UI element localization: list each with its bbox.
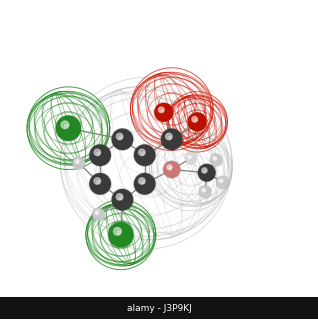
- Circle shape: [211, 154, 222, 166]
- Circle shape: [108, 222, 134, 248]
- Circle shape: [97, 212, 98, 214]
- Circle shape: [109, 223, 133, 247]
- Circle shape: [116, 133, 123, 140]
- Circle shape: [167, 165, 172, 170]
- Circle shape: [94, 149, 100, 156]
- Circle shape: [135, 145, 155, 165]
- Circle shape: [95, 211, 99, 214]
- Circle shape: [202, 168, 207, 173]
- Circle shape: [134, 173, 156, 195]
- Circle shape: [169, 167, 171, 169]
- Circle shape: [188, 112, 207, 132]
- Circle shape: [64, 124, 68, 128]
- Circle shape: [112, 129, 133, 149]
- Circle shape: [161, 109, 163, 112]
- Circle shape: [192, 116, 197, 122]
- Circle shape: [75, 160, 79, 164]
- Circle shape: [214, 158, 216, 160]
- Circle shape: [162, 129, 182, 149]
- Circle shape: [217, 176, 229, 188]
- Circle shape: [112, 189, 133, 210]
- Circle shape: [119, 196, 122, 199]
- Circle shape: [221, 180, 222, 182]
- Circle shape: [90, 145, 110, 165]
- Circle shape: [141, 180, 144, 183]
- Circle shape: [55, 115, 81, 141]
- Circle shape: [194, 119, 197, 121]
- Circle shape: [166, 133, 172, 140]
- Circle shape: [139, 149, 145, 156]
- Circle shape: [134, 144, 156, 166]
- Circle shape: [114, 228, 121, 235]
- Circle shape: [93, 208, 104, 220]
- Circle shape: [185, 153, 196, 164]
- Circle shape: [199, 186, 211, 198]
- Circle shape: [217, 177, 228, 188]
- Circle shape: [111, 189, 134, 211]
- Circle shape: [97, 180, 100, 183]
- Circle shape: [89, 173, 111, 195]
- Circle shape: [155, 103, 173, 121]
- Circle shape: [141, 152, 144, 155]
- Circle shape: [158, 107, 164, 113]
- Circle shape: [77, 161, 79, 163]
- Circle shape: [97, 152, 100, 155]
- Circle shape: [73, 157, 85, 169]
- Circle shape: [186, 153, 196, 164]
- Circle shape: [168, 136, 171, 139]
- Circle shape: [119, 136, 122, 139]
- Circle shape: [93, 208, 105, 220]
- Circle shape: [203, 190, 205, 192]
- Circle shape: [188, 113, 206, 131]
- Circle shape: [139, 178, 145, 184]
- Circle shape: [219, 179, 223, 182]
- Circle shape: [163, 161, 180, 178]
- Circle shape: [61, 121, 69, 129]
- Circle shape: [89, 144, 111, 166]
- Circle shape: [117, 230, 120, 234]
- Text: alamy - J3P9KJ: alamy - J3P9KJ: [127, 304, 191, 313]
- Circle shape: [202, 188, 205, 192]
- Circle shape: [204, 170, 206, 172]
- Circle shape: [210, 154, 222, 166]
- Circle shape: [199, 186, 211, 197]
- Circle shape: [164, 162, 180, 178]
- Circle shape: [73, 157, 85, 169]
- Circle shape: [116, 194, 123, 200]
- Circle shape: [213, 156, 217, 160]
- Circle shape: [188, 155, 191, 159]
- Circle shape: [90, 174, 110, 194]
- Circle shape: [135, 174, 155, 194]
- Circle shape: [198, 164, 216, 182]
- Bar: [0, 297, 318, 319]
- Circle shape: [154, 103, 173, 122]
- Circle shape: [111, 128, 134, 150]
- Circle shape: [161, 128, 183, 150]
- Circle shape: [94, 178, 100, 184]
- Circle shape: [189, 157, 190, 158]
- Circle shape: [198, 164, 215, 181]
- Circle shape: [56, 116, 80, 140]
